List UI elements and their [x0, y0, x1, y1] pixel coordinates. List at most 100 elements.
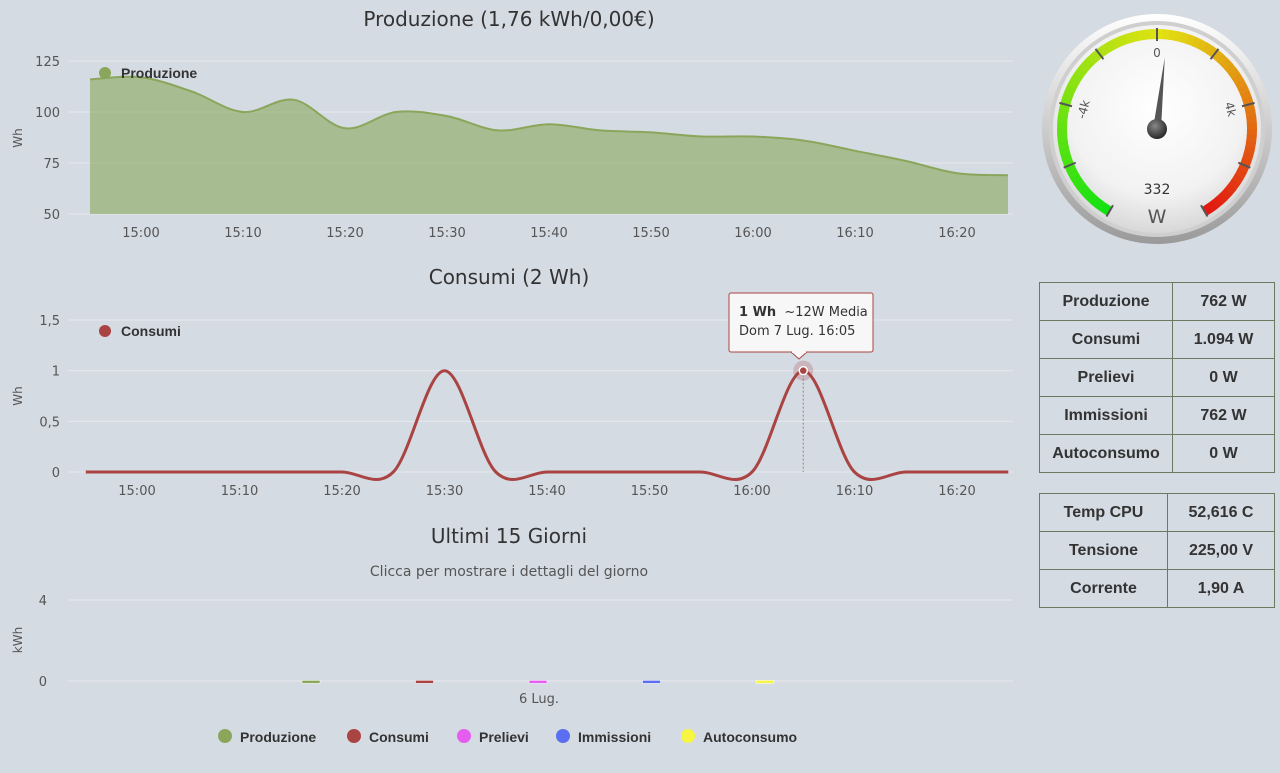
y-tick-label: 100 [35, 106, 60, 121]
gauge-band-segment [1210, 196, 1223, 210]
gauge-unit: W [1148, 206, 1167, 228]
ultimi-15-giorni-y-axis-label: kWh [11, 627, 25, 653]
gauge-band-segment [1081, 57, 1095, 70]
x-tick-label: 16:00 [733, 484, 770, 499]
produzione-chart: Produzione (1,76 kWh/0,00€) Wh 50 75 100 12… [11, 7, 1013, 241]
bar-autoconsumo[interactable] [755, 680, 775, 684]
gauge-band-segment [1211, 49, 1224, 63]
gauge-tick [1241, 101, 1255, 108]
ultimi-15-giorni-subtitle[interactable]: Clicca per mostrare i dettagli del giorn… [370, 564, 648, 580]
gauge-band-segment [1234, 168, 1247, 181]
gauge-band-segment [1216, 53, 1229, 67]
table-row: Autoconsumo 0 W [1039, 434, 1275, 473]
gauge-band-segment [1096, 45, 1108, 58]
system-value: 52,616 C [1167, 493, 1275, 532]
tooltip: 1 Wh ~12W Media Dom 7 Lug. 16:05 [728, 292, 874, 360]
consumi-legend-marker[interactable] [99, 325, 111, 337]
x-tick-label: 15:00 [122, 226, 159, 241]
system-value: 225,00 V [1167, 531, 1275, 570]
gauge-band-segment [1057, 121, 1068, 129]
gauge-band-segment [1228, 68, 1241, 80]
stat-label: Consumi [1039, 320, 1173, 359]
produzione-legend-label[interactable]: Produzione [121, 65, 197, 81]
x-tick-label: 16:00 [734, 226, 771, 241]
gauge-band-segment [1069, 172, 1083, 185]
consumi-chart: Consumi (2 Wh) Wh 0 0,5 1 1,5 15:00 15:10 15:… [11, 265, 1013, 499]
produzione-chart-title: Produzione (1,76 kWh/0,00€) [363, 7, 654, 31]
svg-text:1 Wh ~12W Media: 1 Wh ~12W Media [739, 305, 868, 320]
produzione-y-axis-label: Wh [11, 128, 25, 147]
gauge-tick-label-neg4k: -4k [1074, 98, 1092, 120]
gauge-band-segment [1095, 199, 1107, 213]
produzione-area [90, 76, 1008, 215]
bar-prelievi[interactable] [528, 680, 548, 684]
x-tick-label: 15:40 [530, 226, 567, 241]
ultimi-15-giorni-chart: Ultimi 15 Giorni Clicca per mostrare i d… [11, 524, 1013, 745]
stat-value: 0 W [1172, 358, 1275, 397]
legend-item-immissioni[interactable]: Immissioni [556, 729, 651, 745]
x-tick-label: 16:20 [938, 484, 975, 499]
x-tick-label: 16:10 [836, 484, 873, 499]
table-row: Prelievi 0 W [1039, 358, 1275, 397]
gauge-band-segment [1246, 122, 1257, 131]
gauge-value: 332 [1144, 182, 1171, 198]
legend-item-prelievi[interactable]: Prelievi [457, 729, 529, 745]
gauge-band-segment [1196, 39, 1209, 52]
y-tick-label: 0 [39, 675, 47, 690]
table-row: Corrente 1,90 A [1039, 569, 1275, 608]
svg-text:Produzione: Produzione [240, 729, 316, 745]
consumi-chart-title: Consumi (2 Wh) [429, 265, 590, 289]
y-tick-label: 0 [52, 466, 60, 481]
consumi-y-axis-label: Wh [11, 386, 25, 405]
hover-point[interactable] [798, 365, 808, 376]
bar-produzione[interactable] [301, 680, 321, 684]
consumi-line [85, 369, 1009, 482]
x-tick-label: 15:30 [426, 484, 463, 499]
table-row: Tensione 225,00 V [1039, 531, 1275, 570]
ultimi-15-giorni-title: Ultimi 15 Giorni [431, 524, 587, 548]
gauge-band-segment [1091, 48, 1104, 62]
gauge-hub [1147, 119, 1167, 139]
system-stats-table: Temp CPU 52,616 C Tensione 225,00 V Corren… [1039, 493, 1275, 608]
y-tick-label: 75 [43, 157, 60, 172]
gauge-tick [1105, 204, 1114, 217]
gauge-band-segment [1202, 203, 1213, 216]
consumi-legend-label[interactable]: Consumi [121, 323, 181, 339]
gauge-tick [1063, 161, 1077, 169]
legend-item-produzione[interactable]: Produzione [218, 729, 316, 745]
produzione-legend-marker[interactable] [99, 67, 111, 79]
gauge-band-segment [1227, 179, 1241, 191]
gauge-band-segment [1086, 52, 1099, 66]
gauge-band-segment [1143, 29, 1153, 40]
y-tick-label: 1,5 [39, 314, 60, 329]
gauge-band-segment [1245, 109, 1257, 119]
gauge-band-segment [1206, 200, 1218, 213]
x-tick-label: 15:50 [632, 226, 669, 241]
x-tick-label: 15:20 [326, 226, 363, 241]
gauge-tick [1237, 161, 1251, 169]
legend-item-autoconsumo[interactable]: Autoconsumo [681, 729, 797, 745]
gauge-band-segment [1223, 183, 1237, 196]
produzione-line [89, 75, 1009, 177]
bar-immissioni[interactable] [642, 680, 661, 684]
x-tick-label: 15:20 [323, 484, 360, 499]
power-gauge: -4k 0 4k 332 W [1042, 14, 1272, 244]
gauge-band-segment [1202, 42, 1214, 55]
stat-value: 762 W [1172, 396, 1275, 435]
gauge-band-segment [1207, 45, 1219, 59]
bar-consumi[interactable] [415, 680, 434, 684]
x-tick-label: 15:00 [118, 484, 155, 499]
stat-value: 0 W [1172, 434, 1275, 473]
stat-value: 762 W [1172, 282, 1275, 321]
stat-value: 1.094 W [1172, 320, 1275, 359]
gauge-tick [1059, 101, 1073, 108]
x-tick-label: 15:10 [224, 226, 261, 241]
stat-label: Prelievi [1039, 358, 1173, 397]
x-tick-label: 16:10 [836, 226, 873, 241]
gauge-tick [1200, 204, 1209, 217]
gauge-needle [1153, 57, 1165, 137]
x-tick-label: 15:10 [221, 484, 258, 499]
svg-text:Immissioni: Immissioni [578, 729, 651, 745]
system-value: 1,90 A [1167, 569, 1275, 608]
legend-item-consumi[interactable]: Consumi [347, 729, 429, 745]
